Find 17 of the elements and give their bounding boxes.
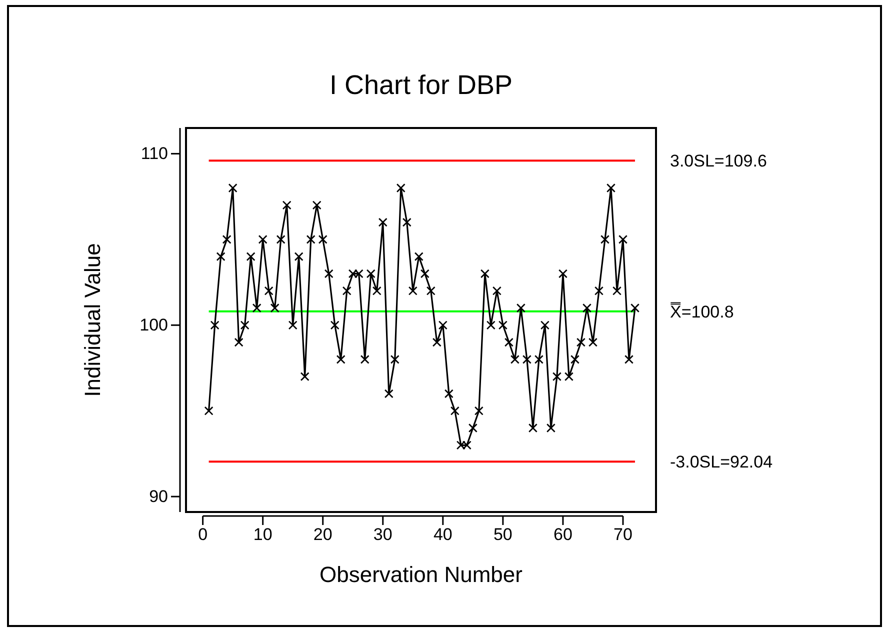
x-tick-label: 50: [493, 525, 512, 544]
ref-line-label: 3.0SL=109.6: [670, 152, 767, 171]
x-tick-label: 40: [433, 525, 452, 544]
x-tick-label: 30: [373, 525, 392, 544]
x-axis-title: Observation Number: [320, 562, 522, 587]
x-tick-label: 0: [198, 525, 208, 544]
x-tick-label: 70: [614, 525, 632, 544]
ref-line-label: -3.0SL=92.04: [670, 452, 773, 472]
y-axis-title: Individual Value: [80, 243, 105, 397]
y-tick-label: 100: [140, 316, 168, 335]
x-tick-label: 20: [313, 525, 332, 544]
chart-title: I Chart for DBP: [329, 70, 513, 100]
ref-line-label: X̿=100.8: [670, 301, 734, 322]
x-tick-label: 60: [554, 525, 572, 544]
x-tick-label: 10: [253, 525, 272, 544]
y-tick-label: 90: [149, 487, 168, 506]
y-tick-label: 110: [140, 144, 168, 164]
